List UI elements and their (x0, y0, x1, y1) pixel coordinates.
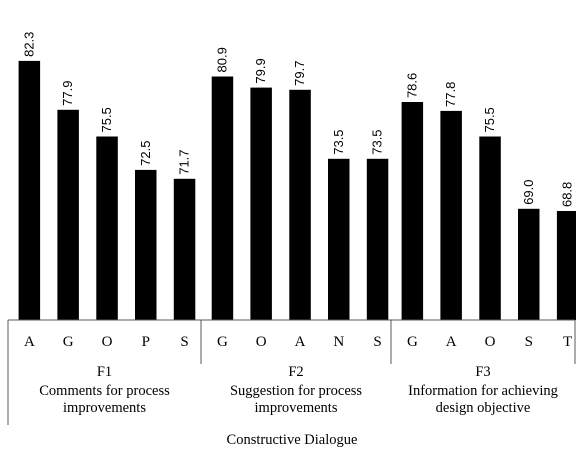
x-axis-title: Constructive Dialogue (227, 432, 358, 448)
bar-f1-g (57, 109, 79, 320)
group-description-label: improvements (63, 400, 146, 416)
category-label: T (563, 334, 572, 350)
category-label: O (102, 334, 113, 350)
category-label: S (180, 334, 188, 350)
bar-f3-s (518, 208, 540, 320)
value-label: 80.9 (214, 47, 229, 72)
value-label: 69.0 (521, 179, 536, 204)
bar-f3-a (440, 110, 462, 321)
category-label: A (446, 334, 457, 350)
value-label: 77.9 (60, 81, 75, 106)
value-label: 68.8 (560, 182, 575, 207)
bar-f1-s (173, 178, 196, 320)
bar-f1-a (18, 60, 41, 321)
value-label: 73.5 (370, 129, 385, 154)
group-code-label: F3 (475, 364, 490, 380)
value-label: 79.9 (253, 58, 268, 83)
bar-f1-o (96, 136, 118, 320)
category-label: O (485, 334, 496, 350)
category-label: S (525, 334, 533, 350)
bar-f3-g (401, 102, 424, 320)
value-label: 72.5 (138, 141, 153, 166)
group-code-label: F1 (97, 364, 112, 380)
bar-f2-o (250, 87, 272, 320)
value-label: 73.5 (331, 129, 346, 154)
category-label: G (63, 334, 74, 350)
category-label: G (407, 334, 418, 350)
group-description-label: design objective (436, 400, 531, 416)
bar-f2-s (366, 158, 389, 320)
bar-f2-n (328, 158, 350, 320)
bar-f3-t (556, 211, 576, 320)
group-description-label: Information for achieving (408, 383, 558, 399)
value-label: 82.3 (21, 32, 36, 57)
value-label: 78.6 (404, 73, 419, 98)
category-axis (7, 319, 576, 425)
category-label: A (295, 334, 306, 350)
value-label: 75.5 (482, 107, 497, 132)
category-label: G (217, 334, 228, 350)
group-description-label: Suggestion for process (230, 383, 362, 399)
group-code-label: F2 (288, 364, 303, 380)
category-label: N (333, 334, 344, 350)
group-description-label: Comments for process (39, 383, 170, 399)
bar-f1-p (135, 169, 157, 320)
value-label: 75.5 (99, 107, 114, 132)
value-label: 79.7 (292, 61, 307, 86)
value-labels-layer: 82.3 77.9 75.5 72.5 71.7 80.9 79.9 79.7 73.5 73.5… (21, 32, 574, 207)
bar-f2-a (289, 89, 311, 320)
bars-layer (18, 60, 576, 321)
category-label: A (24, 334, 35, 350)
bar-f2-g (211, 76, 234, 320)
category-label: S (373, 334, 381, 350)
category-label: O (256, 334, 267, 350)
value-label: 77.8 (443, 82, 458, 107)
bar-f3-o (479, 136, 501, 320)
category-label: P (142, 334, 150, 350)
value-label: 71.7 (177, 149, 192, 174)
group-description-label: improvements (255, 400, 338, 416)
